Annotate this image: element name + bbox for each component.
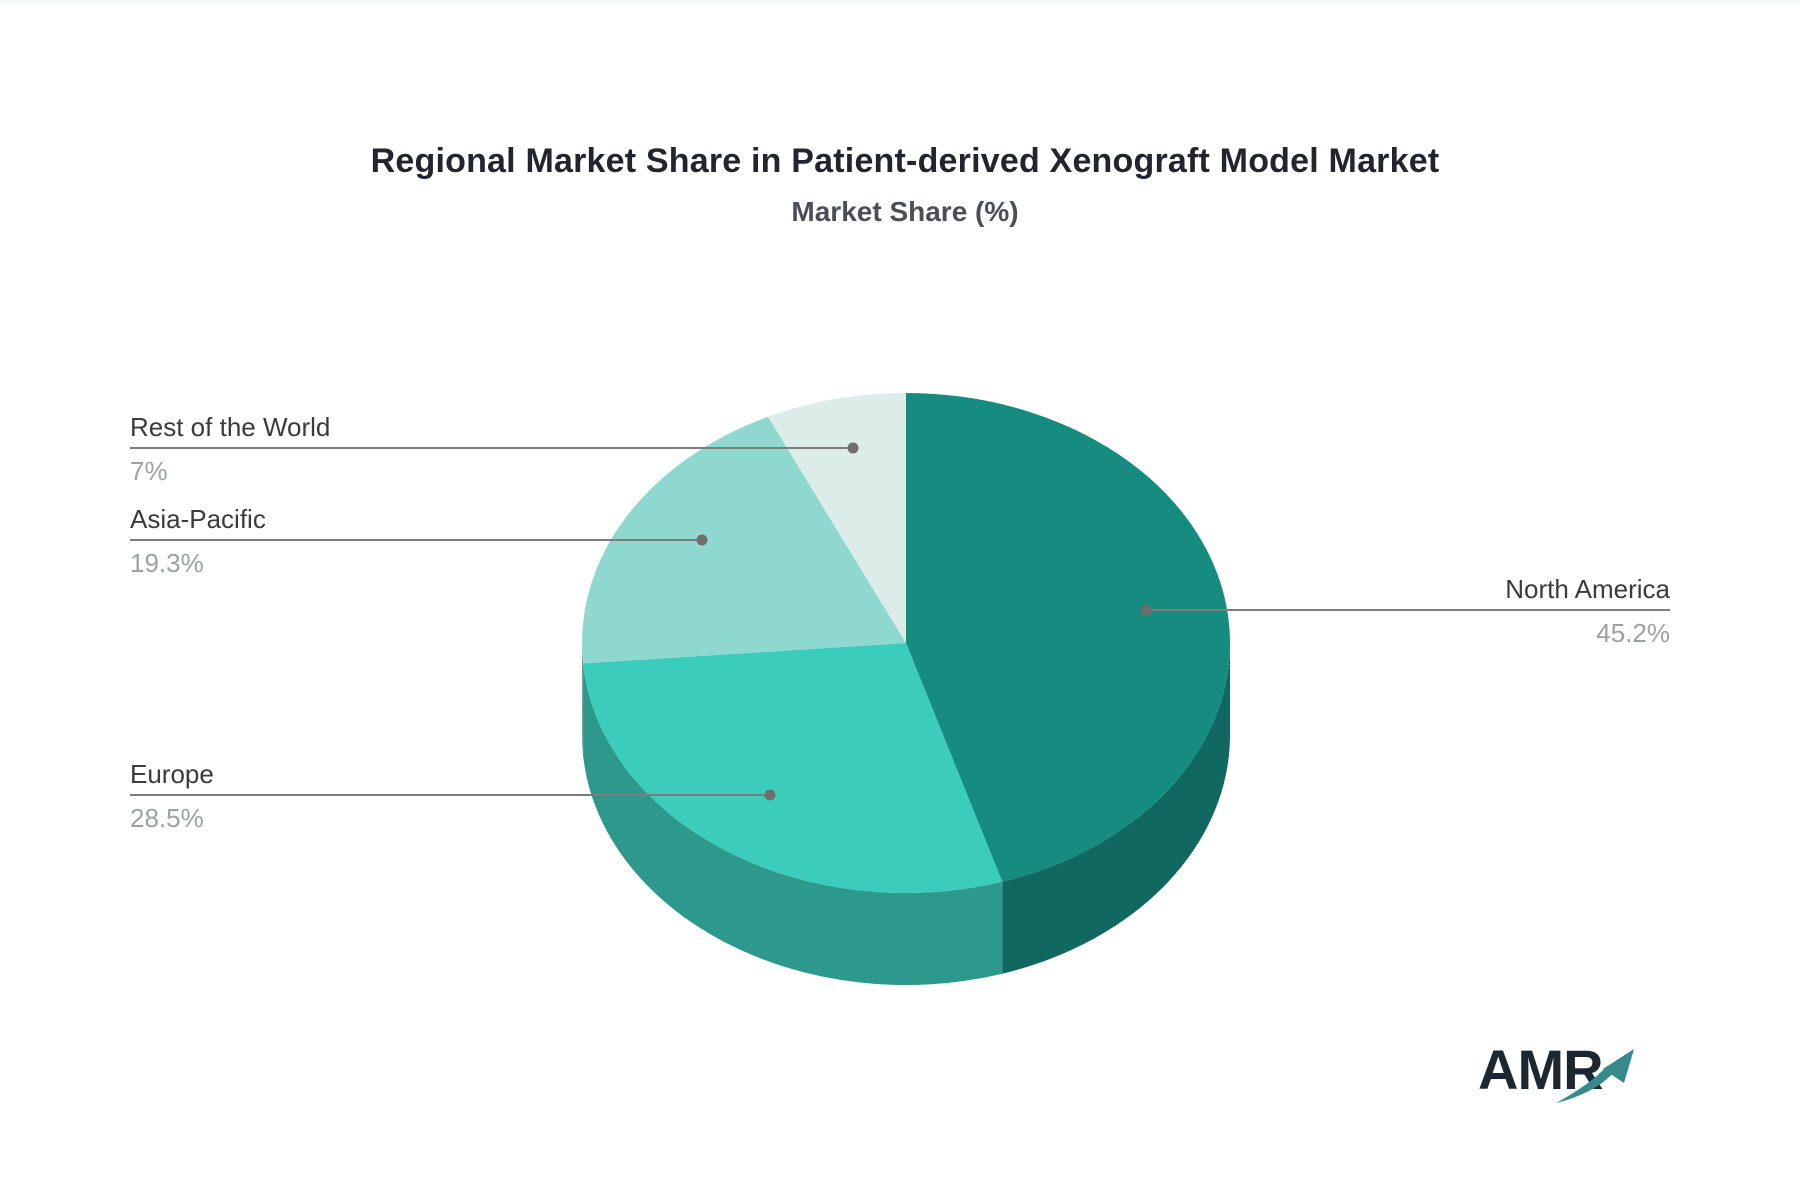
leader-dot-europe bbox=[764, 789, 776, 801]
pie-slice-side-europe bbox=[583, 663, 1003, 985]
chart-subtitle: Market Share (%) bbox=[791, 196, 1019, 227]
pie-slice-side-asia-pacific bbox=[582, 643, 584, 756]
slice-value: 28.5% bbox=[130, 803, 204, 833]
callout-asia-pacific: Asia-Pacific 19.3% bbox=[130, 503, 266, 579]
amr-logo[interactable]: AMR bbox=[1478, 1041, 1658, 1111]
pie-slice-europe[interactable] bbox=[583, 643, 1003, 893]
slice-label: North America bbox=[1505, 574, 1670, 604]
leader-dot-north-america bbox=[1140, 604, 1152, 616]
slice-label: Europe bbox=[130, 759, 214, 789]
pie-slice-asia-pacific[interactable] bbox=[582, 416, 906, 664]
pie-slice-rest-of-the-world[interactable] bbox=[768, 393, 906, 643]
leader-dot-rest-of-the-world bbox=[847, 442, 859, 454]
pie-slice-north-america[interactable] bbox=[906, 393, 1231, 882]
callout-europe: Europe 28.5% bbox=[130, 758, 214, 834]
leader-dot-asia-pacific bbox=[696, 534, 708, 546]
callout-rest-of-world: Rest of the World 7% bbox=[130, 411, 330, 487]
growth-arrow-icon bbox=[1556, 1049, 1634, 1103]
slice-label: Asia-Pacific bbox=[130, 504, 266, 534]
chart-title: Regional Market Share in Patient-derived… bbox=[370, 142, 1440, 180]
slice-label: Rest of the World bbox=[130, 412, 331, 442]
pie-chart-canvas bbox=[130, 393, 1670, 985]
pie-slice-side-north-america bbox=[1002, 643, 1230, 974]
callout-north-america: North America 45.2% bbox=[1505, 573, 1670, 649]
slice-value: 19.3% bbox=[130, 548, 204, 578]
slice-value: 45.2% bbox=[1596, 618, 1670, 648]
slice-value: 7% bbox=[130, 456, 168, 486]
